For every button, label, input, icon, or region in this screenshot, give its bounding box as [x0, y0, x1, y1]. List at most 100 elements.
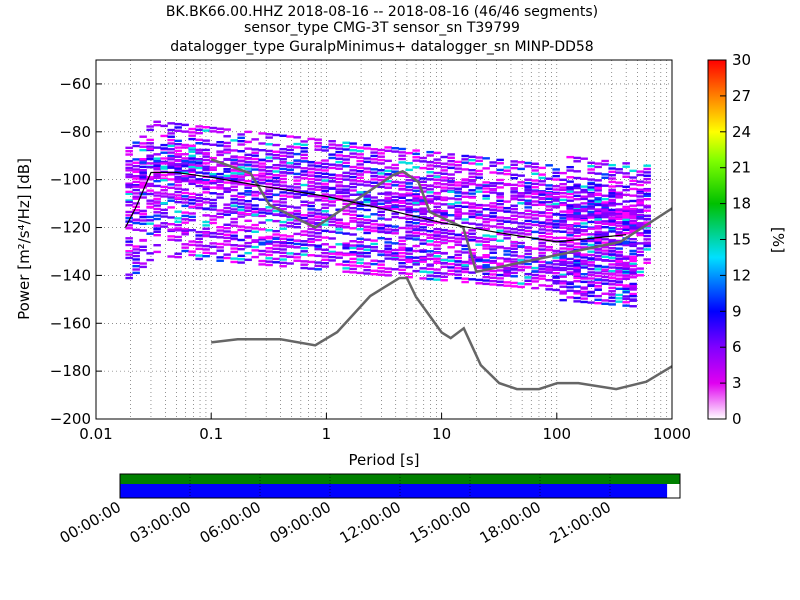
histogram-cell [636, 267, 644, 270]
histogram-cell [538, 166, 546, 170]
histogram-cell [286, 168, 294, 171]
histogram-cell [335, 167, 343, 170]
histogram-cell [594, 278, 602, 281]
histogram-cell [503, 206, 511, 210]
histogram-cell [552, 268, 560, 272]
histogram-cell [461, 267, 469, 270]
histogram-cell [510, 173, 518, 177]
histogram-cell [454, 270, 462, 273]
histogram-cell [426, 254, 434, 257]
histogram-cell [132, 208, 140, 212]
histogram-cell [384, 191, 392, 194]
histogram-cell [160, 185, 168, 189]
histogram-cell [496, 196, 504, 199]
histogram-cell [146, 199, 154, 202]
histogram-cell [552, 192, 560, 196]
histogram-cell [573, 296, 581, 300]
histogram-cell [587, 202, 595, 206]
colorbar-tick-label: 30 [732, 51, 751, 69]
histogram-cell [167, 178, 175, 181]
histogram-cell [216, 196, 224, 199]
histogram-cell [566, 211, 574, 214]
histogram-cell [272, 166, 280, 170]
histogram-cell [314, 195, 322, 198]
histogram-cell [272, 257, 280, 261]
histogram-cell [524, 199, 532, 202]
histogram-cell [412, 156, 420, 159]
histogram-cell [307, 260, 315, 264]
histogram-cell [531, 286, 539, 290]
histogram-cell [286, 155, 294, 158]
histogram-cell [377, 230, 385, 233]
histogram-cell [405, 207, 413, 210]
histogram-cell [573, 272, 581, 275]
histogram-cell [209, 160, 217, 163]
histogram-cell [251, 197, 259, 200]
histogram-cell [524, 216, 532, 219]
histogram-cell [132, 211, 140, 215]
histogram-cell [475, 187, 483, 190]
histogram-cell [342, 270, 350, 273]
histogram-cell [468, 196, 476, 199]
histogram-cell [496, 202, 504, 206]
x-tick-label: 10 [432, 425, 451, 443]
histogram-cell [398, 147, 406, 151]
histogram-cell [363, 198, 371, 202]
histogram-cell [405, 185, 413, 189]
histogram-cell [377, 199, 385, 202]
histogram-cell [265, 176, 273, 179]
histogram-cell [202, 231, 210, 234]
histogram-cell [314, 148, 322, 151]
y-tick-label: −160 [50, 314, 91, 332]
histogram-cell [636, 210, 644, 214]
histogram-cell [209, 242, 217, 245]
histogram-cell [461, 201, 469, 204]
histogram-cell [580, 287, 588, 290]
histogram-cell [615, 257, 623, 260]
histogram-cell [181, 163, 189, 166]
histogram-cell [223, 230, 231, 233]
histogram-cell [594, 215, 602, 218]
histogram-cell [566, 264, 574, 267]
histogram-cell [335, 150, 343, 154]
histogram-cell [125, 163, 133, 166]
histogram-cell [342, 263, 350, 267]
histogram-cell [419, 209, 427, 212]
histogram-cell [335, 231, 343, 234]
histogram-cell [468, 162, 476, 165]
histogram-cell [531, 186, 539, 189]
histogram-cell [398, 216, 406, 220]
histogram-cell [475, 203, 483, 207]
histogram-cell [412, 231, 420, 234]
histogram-cell [167, 154, 175, 158]
histogram-cell [594, 271, 602, 275]
histogram-cell [426, 220, 434, 223]
histogram-cell [328, 220, 336, 223]
histogram-cell [370, 249, 378, 252]
histogram-cell [545, 232, 553, 235]
histogram-cell [601, 232, 609, 236]
histogram-cell [573, 290, 581, 293]
histogram-cell [545, 164, 553, 167]
histogram-cell [223, 233, 231, 237]
histogram-cell [216, 242, 224, 246]
histogram-cell [356, 214, 364, 217]
histogram-cell [384, 267, 392, 270]
histogram-cell [300, 140, 308, 143]
histogram-cell [146, 192, 154, 196]
histogram-cell [349, 145, 357, 149]
histogram-cell [300, 173, 308, 176]
histogram-cell [447, 229, 455, 233]
histogram-cell [195, 240, 203, 244]
histogram-cell [517, 225, 525, 228]
histogram-cell [601, 225, 609, 229]
histogram-cell [643, 229, 651, 232]
histogram-cell [454, 198, 462, 201]
histogram-cell [230, 158, 238, 162]
histogram-cell [237, 143, 245, 146]
histogram-cell [244, 203, 252, 206]
histogram-cell [321, 261, 329, 265]
histogram-cell [202, 191, 210, 194]
histogram-cell [307, 244, 315, 247]
histogram-cell [258, 238, 266, 241]
